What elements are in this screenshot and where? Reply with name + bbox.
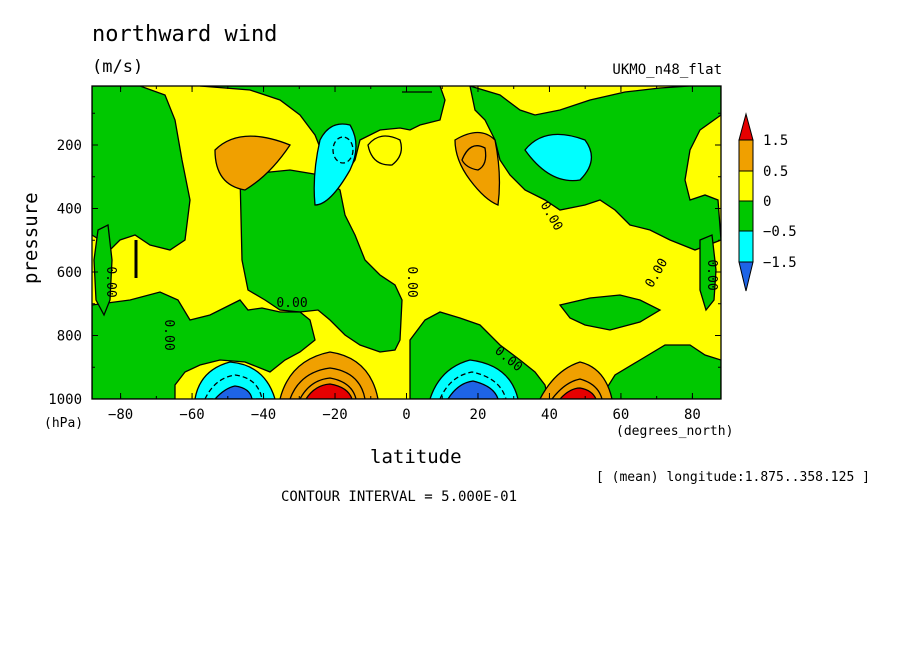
contour-label: 0.00	[404, 266, 419, 297]
legend-swatch-0.5_1.5	[738, 139, 754, 172]
x-tick-label: −20	[322, 407, 347, 423]
region-neg-nh-mid	[558, 294, 662, 331]
contour-label: 0.00	[276, 296, 307, 311]
streak-neg-left	[93, 224, 113, 317]
legend-swatch-above-1.5	[738, 112, 754, 141]
region-neg-sh-mid	[239, 169, 403, 353]
x-tick-label: −80	[108, 407, 133, 423]
contour-label: 0.00	[704, 259, 719, 290]
x-tick-label: −40	[251, 407, 276, 423]
chart-title: northward wind	[92, 22, 278, 47]
region-neg-nh-upper	[469, 86, 721, 251]
contour-label: 0.00	[103, 266, 118, 297]
y-tick-label: 600	[57, 265, 82, 281]
y-tick-label: 800	[57, 329, 82, 345]
cell-strong-pos-nh-surface	[559, 387, 597, 399]
cell-neg-nh-upper	[524, 133, 592, 182]
x-tick-label: 20	[470, 407, 487, 423]
legend-label: −1.5	[763, 255, 797, 271]
cell-strong-neg-nh-surface	[447, 380, 499, 399]
x-tick-label: 0	[402, 407, 410, 423]
legend-label: 0.5	[763, 164, 788, 180]
y-tick-label: 200	[57, 138, 82, 154]
region-neg-sh-low	[92, 291, 316, 399]
cell-neg-sh-upper	[313, 123, 357, 206]
legend-label: 1.5	[763, 133, 788, 149]
x-tick-label: 40	[541, 407, 558, 423]
legend-swatch-0_0.5	[738, 170, 754, 202]
axes: −80 −60 −40 −20 0 20 40 60 80 200 400 600 800 1000	[48, 86, 721, 423]
contour-neg-nh-surface-1	[439, 371, 507, 399]
model-label: UKMO_n48_flat	[612, 62, 722, 78]
cell-pos-sh-upper	[214, 135, 291, 191]
x-tick-label: 80	[684, 407, 701, 423]
region-neg-nh-lowright	[599, 344, 721, 399]
cell-pos-small	[367, 135, 403, 166]
legend-swatch-below-1.5	[738, 261, 754, 292]
cell-strong-pos-sh-surface	[305, 383, 353, 399]
y-tick-label: 400	[57, 202, 82, 218]
chart-units: (m/s)	[92, 57, 144, 77]
contour-fields: 0.000.000.000.000.000.000.00 0.00	[92, 86, 721, 399]
legend-label: −0.5	[763, 224, 797, 240]
cell-strong-neg-sh-surface	[214, 385, 253, 399]
cell-neg-nh-surface	[429, 359, 519, 399]
colorbar-legend: 1.5 0.5 0 −0.5 −1.5	[738, 112, 797, 292]
legend-swatch--1.5_-0.5	[738, 230, 754, 263]
x-axis-label: latitude	[370, 446, 462, 468]
contour-pos-nh-upper	[461, 145, 487, 171]
streak-neg-right	[699, 234, 717, 312]
legend-swatch--0.5_0	[738, 200, 754, 232]
x-tick-label: 60	[613, 407, 630, 423]
legend-label: 0	[763, 194, 771, 210]
cell-neg-sh-surface	[194, 361, 276, 399]
contour-interval: CONTOUR INTERVAL = 5.000E-01	[281, 489, 518, 505]
cell-pos-nh-upper	[454, 131, 501, 206]
contour-neg-sh-upper	[332, 136, 354, 164]
x-tick-label: −60	[179, 407, 204, 423]
averaging-footnote: [ (mean) longitude:1.875..358.125 ]	[596, 470, 870, 485]
y-axis-units: (hPa)	[44, 416, 84, 431]
y-tick-label: 1000	[48, 392, 82, 408]
contour-neg-sh-surface	[204, 374, 263, 399]
contour-label: 0.00	[161, 319, 176, 350]
x-axis-units: (degrees_north)	[616, 424, 734, 439]
region-neg-upper-mid	[199, 86, 446, 181]
